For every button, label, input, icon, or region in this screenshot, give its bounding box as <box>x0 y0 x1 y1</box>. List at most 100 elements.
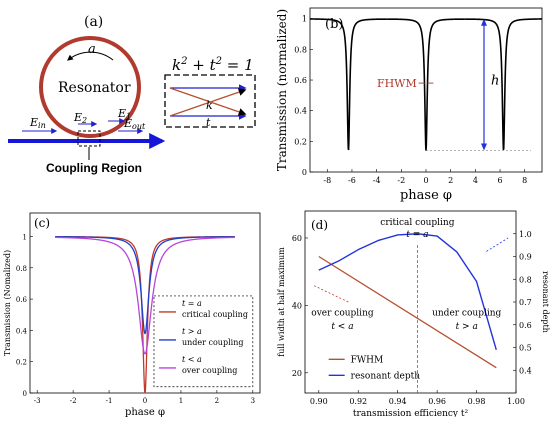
fwhm-label: FHWM <box>377 77 417 90</box>
x-tick-label-c: 3 <box>251 397 255 405</box>
critical-title: critical coupling <box>380 218 454 228</box>
coupling-equation: k2 + t2 = 1 <box>172 56 254 74</box>
coupling-label: Coupling Region <box>46 161 142 175</box>
y-right-tick-label-d: 0.6 <box>519 321 532 330</box>
x-tick-label-d: 0.98 <box>468 397 486 406</box>
panel-a: (a) a Resonator Coupling Region Ein Eout… <box>0 0 275 205</box>
legend-caption-c: under coupling <box>182 338 244 347</box>
legend-caption-c: over coupling <box>182 366 237 375</box>
over-label: over coupling <box>311 308 374 318</box>
chart-c: -3 -2 -1 0 1 2 3 0 0.2 0.4 0.6 0.8 1 t = a critical co… <box>3 212 261 418</box>
legend-cond-c: t = a <box>182 299 202 308</box>
y-tick-label-b: 0.2 <box>294 137 307 146</box>
x-tick-label-d: 0.94 <box>389 397 407 406</box>
panel-c-label: (c) <box>34 216 50 230</box>
y-right-tick-label-d: 0.5 <box>519 344 532 353</box>
y-right-tick-label-d: 0.9 <box>519 253 532 262</box>
y-axis-label-d: full width at half maximum <box>277 247 286 357</box>
coupler-cross-b <box>169 88 247 117</box>
transmission-curve-b <box>309 18 543 151</box>
under-cond: t > a <box>456 322 478 332</box>
chart-b: -8 -6 -4 -2 0 2 4 6 8 0 0.2 0.4 0.6 0.8 1 h FHWM (b) phase… <box>275 7 543 203</box>
legend-cond-c: t < a <box>182 355 202 364</box>
y-right-tick-label-d: 0.8 <box>519 275 532 284</box>
legend-label-fwhm: FWHM <box>351 355 384 365</box>
critical-cond: t = a <box>406 230 428 240</box>
legend-caption-c: critical coupling <box>182 310 248 319</box>
panel-b: -8 -6 -4 -2 0 2 4 6 8 0 0.2 0.4 0.6 0.8 1 h FHWM (b) phase… <box>272 0 550 205</box>
x-axis-label-c: phase φ <box>125 407 165 417</box>
y-tick-label-b: 0.8 <box>294 45 307 54</box>
series-curve-c-2 <box>55 236 235 355</box>
x-tick-label-b: -2 <box>397 176 405 185</box>
panel-b-label: (b) <box>325 17 343 32</box>
y-tick-label-d: 40 <box>292 301 302 310</box>
x-tick-label-b: 2 <box>448 176 453 185</box>
y-axis-label-b: Transmission (normalized) <box>275 9 289 171</box>
coupler-box <box>164 74 256 128</box>
x-tick-label-c: 2 <box>215 397 219 405</box>
x-tick-label-c: -1 <box>106 397 113 405</box>
x-tick-label-b: 0 <box>423 176 428 185</box>
under-pointer <box>486 237 509 252</box>
x-tick-label-d: 0.92 <box>349 397 367 406</box>
t-label: t <box>206 116 211 129</box>
y-tick-label-c: 1 <box>23 233 27 241</box>
circulation-arrow <box>67 51 114 61</box>
panel-a-diagram: (a) a Resonator Coupling Region Ein Eout… <box>8 14 256 175</box>
x-tick-label-b: -6 <box>348 176 356 185</box>
legend-c <box>153 295 254 388</box>
y-tick-label-b: 1 <box>302 15 307 24</box>
depth-curve <box>318 233 497 350</box>
x-tick-label-b: 8 <box>522 176 527 185</box>
coupling-box <box>77 130 101 147</box>
y-right-tick-label-d: 0.7 <box>519 298 532 307</box>
x-tick-label-d: 0.90 <box>310 397 328 406</box>
y-axis-label-c: Transmission (Nomalized) <box>3 250 12 356</box>
chart-d: 0.90 0.92 0.94 0.96 0.98 1.00 20 40 60 0.4 0.5 0.6 0… <box>277 210 550 419</box>
x-tick-label-c: 1 <box>179 397 183 405</box>
legend-cond-c: t > a <box>182 327 202 336</box>
y-tick-label-d: 60 <box>292 234 302 243</box>
panel-d-label: (d) <box>311 218 328 232</box>
x-axis-label-d: transmission efficiency t² <box>353 409 469 417</box>
x-tick-label-c: 0 <box>143 397 147 405</box>
x-tick-label-d: 0.96 <box>428 397 446 406</box>
y-tick-label-b: 0 <box>302 168 307 177</box>
legend-label-depth: resonant depth <box>351 371 421 381</box>
k-label: k <box>206 99 213 112</box>
series-curve-c-1 <box>55 236 235 335</box>
e1-label: E1 <box>117 107 131 121</box>
resonator-ring <box>39 36 141 138</box>
y-tick-label-c: 0.2 <box>16 359 27 367</box>
resonator-label: Resonator <box>58 80 131 96</box>
y-tick-label-d: 20 <box>292 369 302 378</box>
x-axis-label-b: phase φ <box>400 188 452 203</box>
over-pointer <box>312 284 349 303</box>
panel-a-label: (a) <box>84 14 103 30</box>
y-tick-label-b: 0.6 <box>294 76 307 85</box>
x-tick-label-b: -4 <box>373 176 381 185</box>
x-tick-label-c: -3 <box>34 397 41 405</box>
y-tick-label-c: 0.8 <box>16 265 27 273</box>
y-tick-label-b: 0.4 <box>294 107 307 116</box>
x-tick-label-b: 6 <box>497 176 502 185</box>
under-label: under coupling <box>432 308 501 318</box>
a-label: a <box>88 42 96 57</box>
x-tick-label-b: -8 <box>323 176 331 185</box>
x-tick-label-c: -2 <box>70 397 77 405</box>
x-tick-label-b: 4 <box>473 176 478 185</box>
y-right-tick-label-d: 1.0 <box>519 230 532 239</box>
y-tick-label-c: 0.6 <box>16 296 28 304</box>
y-tick-label-c: 0 <box>23 390 27 398</box>
panel-c: -3 -2 -1 0 1 2 3 0 0.2 0.4 0.6 0.8 1 t = a critical co… <box>0 205 275 418</box>
x-tick-label-d: 1.00 <box>507 397 525 406</box>
over-cond: t < a <box>331 322 353 332</box>
coupler-cross-a <box>169 87 247 116</box>
panel-d: 0.90 0.92 0.94 0.96 0.98 1.00 20 40 60 0.4 0.5 0.6 0… <box>275 205 550 419</box>
y-tick-label-c: 0.4 <box>16 327 28 335</box>
e-in-label: Ein <box>29 116 46 130</box>
h-arrow-head-top <box>481 18 487 26</box>
fwhm-line <box>318 255 497 369</box>
e2-label: E2 <box>73 111 87 125</box>
